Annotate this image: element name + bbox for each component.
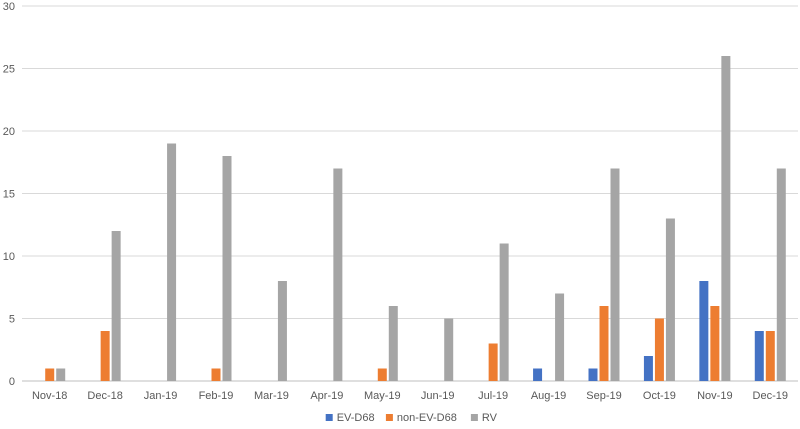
x-tick-label: Oct-19 bbox=[643, 390, 676, 402]
x-tick-label: Apr-19 bbox=[310, 390, 343, 402]
bar-rv-apr-19 bbox=[333, 168, 343, 381]
bar-non-ev-d68-oct-19 bbox=[654, 318, 664, 381]
bars bbox=[45, 56, 786, 381]
x-tick-label: Jun-19 bbox=[421, 390, 455, 402]
legend-swatch-ev-d68 bbox=[325, 414, 333, 421]
y-tick-label: 30 bbox=[3, 1, 15, 13]
legend-swatch-rv bbox=[470, 414, 478, 421]
bar-rv-oct-19 bbox=[665, 218, 675, 381]
legend-label: RV bbox=[482, 412, 498, 424]
bar-non-ev-d68-nov-18 bbox=[45, 368, 55, 381]
bar-non-ev-d68-dec-19 bbox=[765, 331, 775, 381]
y-tick-label: 20 bbox=[3, 126, 15, 138]
bar-rv-aug-19 bbox=[555, 293, 565, 381]
bar-rv-nov-19 bbox=[721, 56, 731, 381]
bar-ev-d68-dec-19 bbox=[754, 331, 764, 381]
bar-rv-feb-19 bbox=[222, 156, 232, 381]
bar-rv-may-19 bbox=[388, 306, 398, 381]
y-axis-tick-labels: 0 5 10 15 20 25 30 bbox=[3, 1, 15, 388]
bar-rv-jun-19 bbox=[444, 318, 454, 381]
bar-rv-sep-19 bbox=[610, 168, 620, 381]
bar-ev-d68-aug-19 bbox=[533, 368, 543, 381]
y-tick-label: 15 bbox=[3, 189, 15, 201]
x-tick-label: Sep-19 bbox=[586, 390, 621, 402]
x-tick-label: Nov-19 bbox=[697, 390, 732, 402]
bar-ev-d68-sep-19 bbox=[588, 368, 598, 381]
legend-label: non-EV-D68 bbox=[397, 412, 457, 424]
bar-non-ev-d68-sep-19 bbox=[599, 306, 609, 381]
legend-label: EV-D68 bbox=[337, 412, 375, 424]
bar-ev-d68-nov-19 bbox=[699, 281, 709, 381]
x-tick-label: Aug-19 bbox=[531, 390, 566, 402]
bar-non-ev-d68-may-19 bbox=[377, 368, 387, 381]
x-tick-label: Mar-19 bbox=[254, 390, 289, 402]
x-tick-label: Feb-19 bbox=[199, 390, 234, 402]
bar-non-ev-d68-dec-18 bbox=[100, 331, 110, 381]
x-tick-label: Jul-19 bbox=[478, 390, 508, 402]
y-tick-label: 5 bbox=[9, 314, 15, 326]
y-tick-label: 25 bbox=[3, 64, 15, 76]
bar-non-ev-d68-nov-19 bbox=[710, 306, 720, 381]
legend-swatch-non-ev-d68 bbox=[385, 414, 393, 421]
bar-rv-dec-19 bbox=[776, 168, 786, 381]
legend: EV-D68 non-EV-D68 RV bbox=[325, 412, 498, 424]
bar-rv-mar-19 bbox=[277, 281, 287, 381]
y-tick-label: 10 bbox=[3, 251, 15, 263]
x-tick-label: May-19 bbox=[364, 390, 401, 402]
bar-rv-jul-19 bbox=[499, 243, 509, 381]
gridlines bbox=[22, 5, 798, 382]
bar-rv-nov-18 bbox=[56, 368, 66, 381]
bar-non-ev-d68-feb-19 bbox=[211, 368, 221, 381]
bar-rv-dec-18 bbox=[111, 231, 121, 381]
x-tick-label: Dec-19 bbox=[753, 390, 788, 402]
bar-rv-jan-19 bbox=[167, 143, 177, 381]
x-axis-tick-labels: Nov-18 Dec-18 Jan-19 Feb-19 Mar-19 Apr-19 May-… bbox=[32, 390, 788, 402]
x-tick-label: Jan-19 bbox=[144, 390, 178, 402]
bar-non-ev-d68-jul-19 bbox=[488, 343, 498, 381]
x-tick-label: Dec-18 bbox=[87, 390, 122, 402]
y-tick-label: 0 bbox=[9, 376, 15, 388]
bar-ev-d68-oct-19 bbox=[643, 356, 653, 381]
x-tick-label: Nov-18 bbox=[32, 390, 67, 402]
